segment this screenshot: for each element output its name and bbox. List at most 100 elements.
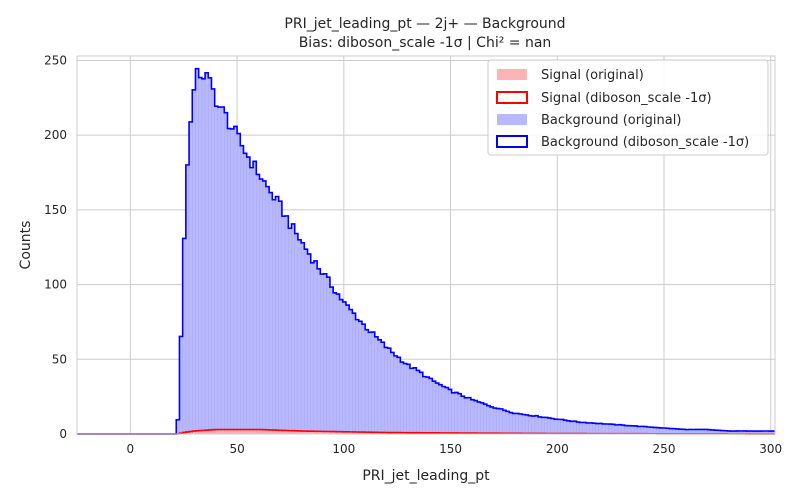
- background-bar: [188, 121, 193, 435]
- background-bar: [268, 192, 273, 435]
- background-bar: [544, 417, 548, 435]
- signal-bar: [214, 429, 218, 434]
- background-bar: [358, 321, 363, 435]
- background-bar: [217, 106, 222, 435]
- background-bar: [445, 387, 449, 435]
- background-bar: [323, 273, 327, 435]
- x-tick-label: 100: [332, 442, 355, 456]
- background-bar: [608, 423, 612, 435]
- background-bar: [429, 378, 433, 435]
- background-bar: [467, 397, 472, 435]
- legend-swatch-signal-original: [497, 69, 527, 80]
- y-tick-label: 150: [44, 203, 67, 217]
- background-bar: [300, 242, 305, 435]
- background-bar: [470, 399, 475, 435]
- signal-bar: [329, 431, 334, 434]
- background-bar: [400, 361, 404, 435]
- signal-bar: [285, 430, 289, 434]
- background-bar: [387, 347, 391, 435]
- signal-bar: [253, 429, 257, 434]
- signal-bar: [297, 430, 302, 434]
- background-bar: [425, 376, 430, 435]
- background-bar: [589, 422, 593, 435]
- signal-bar: [317, 431, 321, 434]
- background-bar: [579, 422, 584, 435]
- signal-bar: [281, 430, 286, 434]
- background-bar: [441, 386, 446, 435]
- background-bar: [617, 424, 622, 435]
- signal-bar: [224, 429, 228, 434]
- background-bar: [502, 410, 507, 435]
- background-bar: [243, 153, 247, 435]
- y-axis-ticks: 0 50 100 150 200 250: [44, 53, 67, 441]
- signal-bar: [256, 429, 260, 434]
- signal-bar: [205, 430, 209, 434]
- background-bar: [547, 417, 552, 435]
- background-bar: [457, 393, 462, 435]
- background-bar: [595, 423, 600, 435]
- background-bar: [454, 392, 459, 435]
- signal-bar: [368, 432, 372, 434]
- background-bar: [585, 422, 590, 435]
- background-bar: [563, 420, 568, 435]
- background-bar: [345, 304, 350, 435]
- signal-bar: [307, 431, 311, 434]
- signal-bar: [326, 431, 330, 434]
- background-bar: [208, 77, 212, 435]
- background-bar: [461, 395, 465, 435]
- x-tick-label: 250: [653, 442, 676, 456]
- background-bar: [582, 422, 587, 435]
- signal-bar: [201, 430, 206, 434]
- background-bar: [630, 425, 635, 435]
- background-bar: [569, 421, 574, 435]
- signal-bar: [365, 432, 369, 434]
- background-bar: [380, 341, 385, 435]
- signal-bar: [227, 429, 231, 434]
- signal-bar: [361, 432, 366, 434]
- background-bar: [377, 339, 382, 435]
- background-bar: [252, 161, 257, 435]
- background-bar: [598, 423, 603, 435]
- signal-bar: [349, 431, 353, 434]
- signal-bar: [333, 431, 337, 434]
- background-bar: [486, 405, 491, 435]
- signal-bar: [323, 431, 327, 434]
- signal-bar: [208, 429, 212, 434]
- signal-bar: [221, 429, 225, 434]
- background-bar: [557, 419, 561, 435]
- signal-bar: [358, 432, 362, 434]
- y-tick-label: 50: [52, 352, 67, 366]
- background-bar: [493, 407, 497, 435]
- legend-swatch-signal-biased: [496, 91, 528, 104]
- signal-bar: [275, 430, 279, 434]
- background-bar: [419, 372, 423, 435]
- legend-swatch-background-biased: [496, 135, 528, 148]
- background-bar: [640, 426, 644, 435]
- background-bar: [435, 382, 440, 435]
- signal-bar: [371, 432, 375, 434]
- signal-bar: [355, 431, 359, 434]
- background-bar: [355, 319, 359, 435]
- x-tick-label: 150: [439, 442, 462, 456]
- signal-bar: [237, 429, 241, 434]
- background-bar: [316, 268, 321, 435]
- background-bar: [240, 145, 244, 435]
- background-bar: [496, 408, 500, 435]
- y-tick-label: 250: [44, 53, 67, 67]
- signal-bar: [294, 430, 298, 434]
- background-bar: [256, 174, 260, 435]
- background-bar: [390, 352, 395, 435]
- background-bar: [566, 420, 571, 435]
- signal-bar: [249, 429, 254, 434]
- background-bar: [531, 415, 536, 435]
- background-bar: [528, 415, 532, 435]
- background-bar: [624, 425, 628, 435]
- signal-bar: [189, 431, 193, 434]
- signal-bar: [269, 429, 273, 434]
- signal-bar: [310, 431, 314, 434]
- background-bar: [525, 414, 529, 435]
- background-bar: [198, 77, 203, 435]
- signal-bar: [342, 431, 346, 434]
- legend-label-background-biased: Background (diboson_scale -1σ): [541, 135, 749, 150]
- background-bar: [249, 167, 254, 435]
